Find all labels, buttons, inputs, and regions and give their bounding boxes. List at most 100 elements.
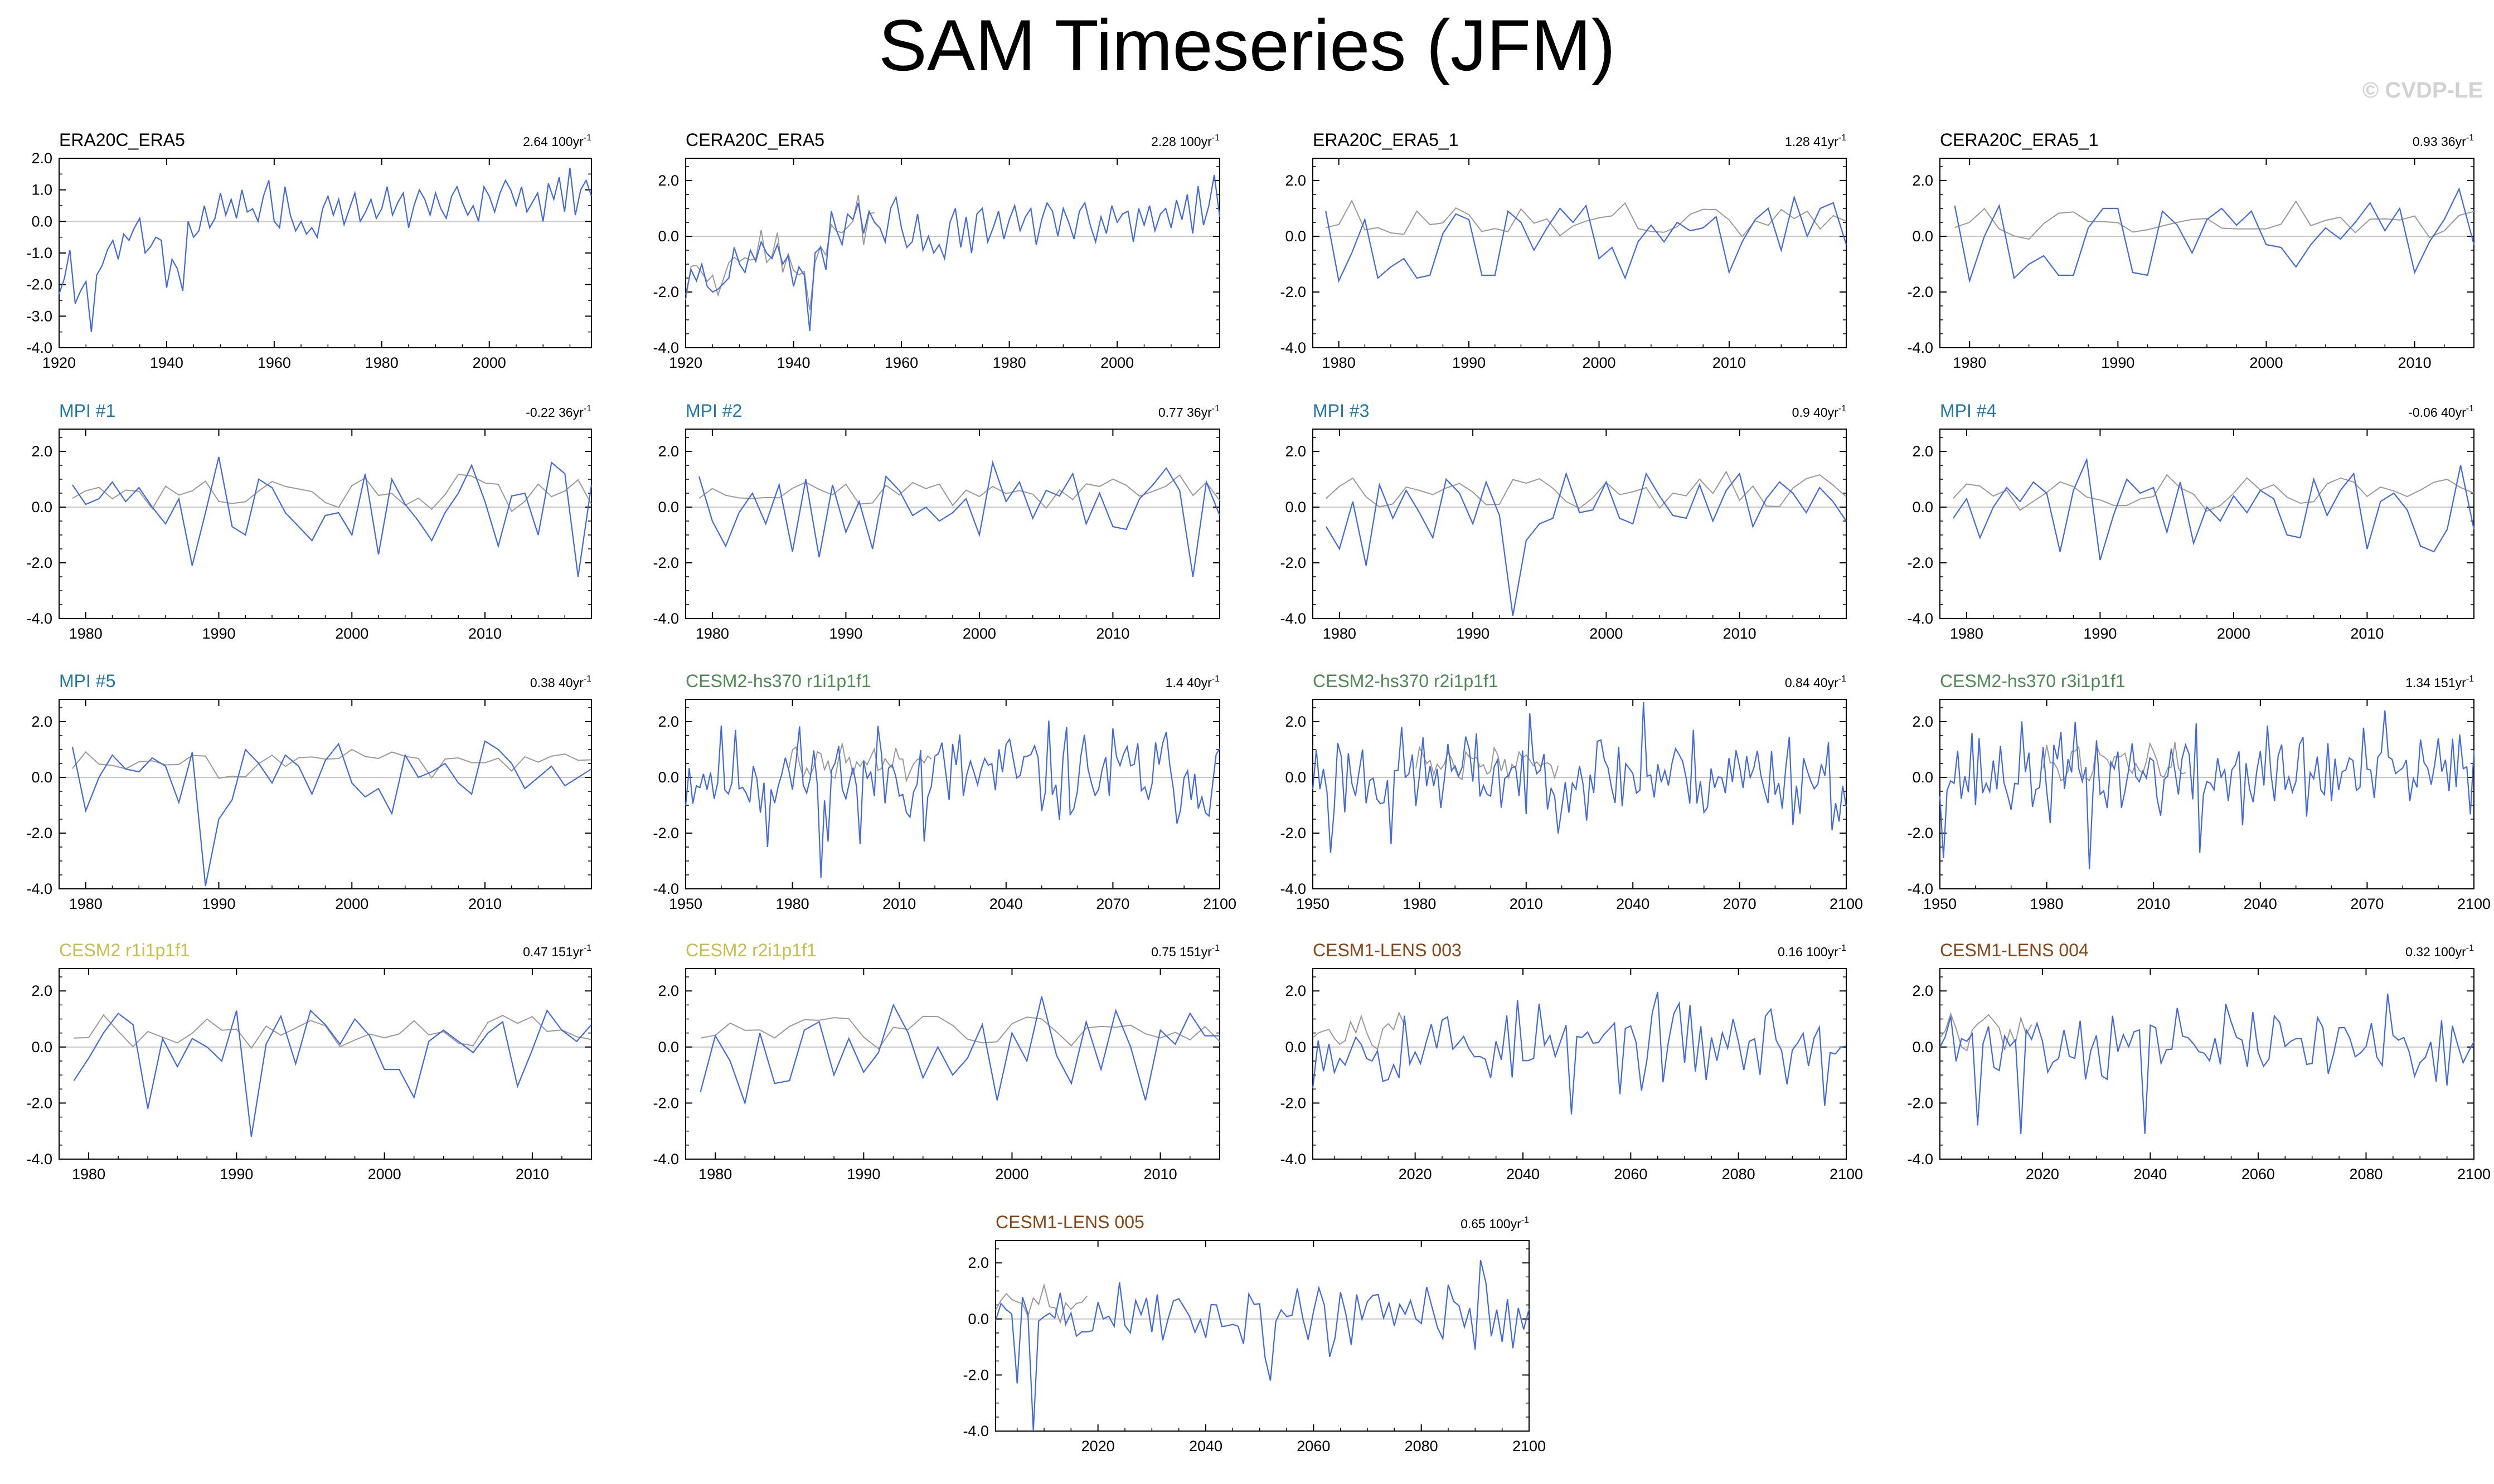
y-tick-label: 0.0 — [968, 1311, 989, 1327]
y-tick-label: -2.0 — [1280, 554, 1306, 571]
obs-reference-line — [72, 474, 592, 513]
y-tick-label: -2.0 — [1907, 554, 1933, 571]
panel-8: 2.0 0.0 -2.0 -4.0 1980 1990 2000 2010 MPI #4 -0.0… — [1907, 401, 2475, 642]
sam-series-line — [994, 1259, 1530, 1432]
y-tick-label: -2.0 — [26, 276, 52, 293]
panel-title: MPI #4 — [1940, 401, 1996, 421]
x-tick-label: 2010 — [1144, 1166, 1177, 1183]
x-tick-label: 2000 — [335, 896, 368, 912]
trend-label: 1.34 151yr-1 — [2405, 674, 2474, 690]
plot-frame — [59, 429, 592, 619]
sam-series-line — [1952, 457, 2475, 561]
panel-title: MPI #5 — [59, 671, 115, 691]
y-tick-label: 0.0 — [658, 769, 679, 786]
panel-3: 2.0 0.0 -2.0 -4.0 1980 1990 2000 2010 ERA20C_ERA… — [1280, 130, 1847, 371]
obs-reference-line — [1326, 199, 1847, 238]
panel-9: 2.0 0.0 -2.0 -4.0 1980 1990 2000 2010 MPI #5 0.38… — [26, 671, 592, 912]
obs-reference-line — [72, 748, 592, 779]
plot-frame — [685, 699, 1220, 889]
x-tick-label: 2010 — [468, 625, 502, 642]
sam-series-line — [58, 167, 593, 332]
x-tick-label: 1920 — [669, 354, 702, 371]
y-tick-label: -2.0 — [653, 1094, 679, 1111]
x-tick-label: 2010 — [882, 896, 916, 912]
trend-label: -0.22 36yr-1 — [526, 404, 591, 420]
panel-title: CESM1-LENS 004 — [1940, 940, 2089, 960]
trend-label: 0.32 100yr-1 — [2405, 943, 2474, 959]
y-tick-label: 2.0 — [968, 1254, 989, 1271]
x-tick-label: 2040 — [2133, 1166, 2167, 1183]
x-tick-label: 1980 — [365, 354, 399, 371]
y-tick-label: -4.0 — [1280, 880, 1306, 897]
panel-title: CESM1-LENS 003 — [1313, 940, 1462, 960]
y-tick-label: -4.0 — [1280, 339, 1306, 356]
x-tick-label: 2000 — [1100, 354, 1134, 371]
x-tick-label: 2000 — [335, 625, 368, 642]
x-tick-label: 1990 — [202, 896, 235, 912]
y-tick-label: -4.0 — [653, 339, 679, 356]
plot-frame — [995, 1240, 1530, 1432]
plot-frame — [1939, 968, 2474, 1160]
sam-series-line — [71, 456, 593, 577]
panel-title: CESM2 r2i1p1f1 — [686, 940, 817, 960]
x-tick-label: 2020 — [1399, 1166, 1432, 1183]
y-tick-label: 2.0 — [1912, 982, 1933, 999]
sam-series-line — [1325, 195, 1847, 283]
y-tick-label: 0.0 — [658, 228, 679, 245]
x-tick-label: 2100 — [2457, 896, 2491, 912]
x-tick-label: 2100 — [1830, 896, 1863, 912]
obs-reference-line — [1954, 200, 2474, 240]
plot-frame — [1312, 699, 1847, 889]
x-tick-label: 1980 — [1323, 625, 1356, 642]
x-tick-label: 2000 — [1589, 625, 1623, 642]
x-tick-label: 1990 — [829, 625, 862, 642]
sam-series-line — [1939, 710, 2475, 870]
y-tick-label: -2.0 — [1907, 825, 1933, 841]
sam-series-line — [698, 460, 1221, 577]
x-tick-label: 1990 — [220, 1166, 253, 1183]
y-tick-label: 2.0 — [31, 150, 52, 167]
plot-frame — [59, 968, 592, 1160]
panel-6: 2.0 0.0 -2.0 -4.0 1980 1990 2000 2010 MPI #2 0.77… — [653, 401, 1221, 642]
y-tick-label: 0.0 — [1912, 1039, 1933, 1055]
panel-title: CESM2-hs370 r3i1p1f1 — [1940, 671, 2126, 691]
panel-title: CESM2-hs370 r2i1p1f1 — [1313, 671, 1498, 691]
obs-reference-line — [1939, 1011, 2032, 1052]
y-tick-label: -4.0 — [963, 1423, 989, 1439]
y-tick-label: 0.0 — [1912, 228, 1933, 245]
sam-series-line — [1954, 187, 2475, 284]
x-tick-label: 2000 — [2217, 625, 2250, 642]
y-tick-label: 2.0 — [1285, 713, 1306, 730]
x-tick-label: 1980 — [1953, 354, 1986, 371]
panel-4: 2.0 0.0 -2.0 -4.0 1980 1990 2000 2010 CERA20C_ER… — [1907, 130, 2475, 371]
x-tick-label: 2080 — [1722, 1166, 1755, 1183]
y-tick-label: -4.0 — [1907, 1151, 1933, 1167]
trend-label: 0.75 151yr-1 — [1151, 943, 1220, 959]
y-tick-label: -2.0 — [1280, 1094, 1306, 1111]
y-tick-label: -2.0 — [26, 1094, 52, 1111]
x-tick-label: 2020 — [1081, 1438, 1115, 1454]
trend-label: 0.65 100yr-1 — [1461, 1215, 1529, 1231]
y-tick-label: -4.0 — [1907, 610, 1933, 627]
y-tick-label: 2.0 — [1912, 172, 1933, 189]
x-tick-label: 1980 — [696, 625, 729, 642]
trend-label: -0.06 40yr-1 — [2408, 404, 2474, 420]
x-tick-label: 2040 — [1616, 896, 1649, 912]
obs-reference-line — [2042, 742, 2186, 782]
obs-reference-line — [700, 1015, 1220, 1050]
x-tick-label: 1980 — [993, 354, 1026, 371]
x-tick-label: 2070 — [1723, 896, 1757, 912]
y-tick-label: -4.0 — [26, 339, 52, 356]
y-tick-label: 2.0 — [1285, 172, 1306, 189]
x-tick-label: 1980 — [2030, 896, 2064, 912]
obs-reference-line — [995, 1283, 1088, 1325]
x-tick-label: 1980 — [69, 625, 103, 642]
panel-title: ERA20C_ERA5 — [59, 130, 185, 150]
x-tick-label: 2010 — [2350, 625, 2384, 642]
y-tick-label: -4.0 — [26, 1151, 52, 1167]
x-tick-label: 1980 — [72, 1166, 105, 1183]
